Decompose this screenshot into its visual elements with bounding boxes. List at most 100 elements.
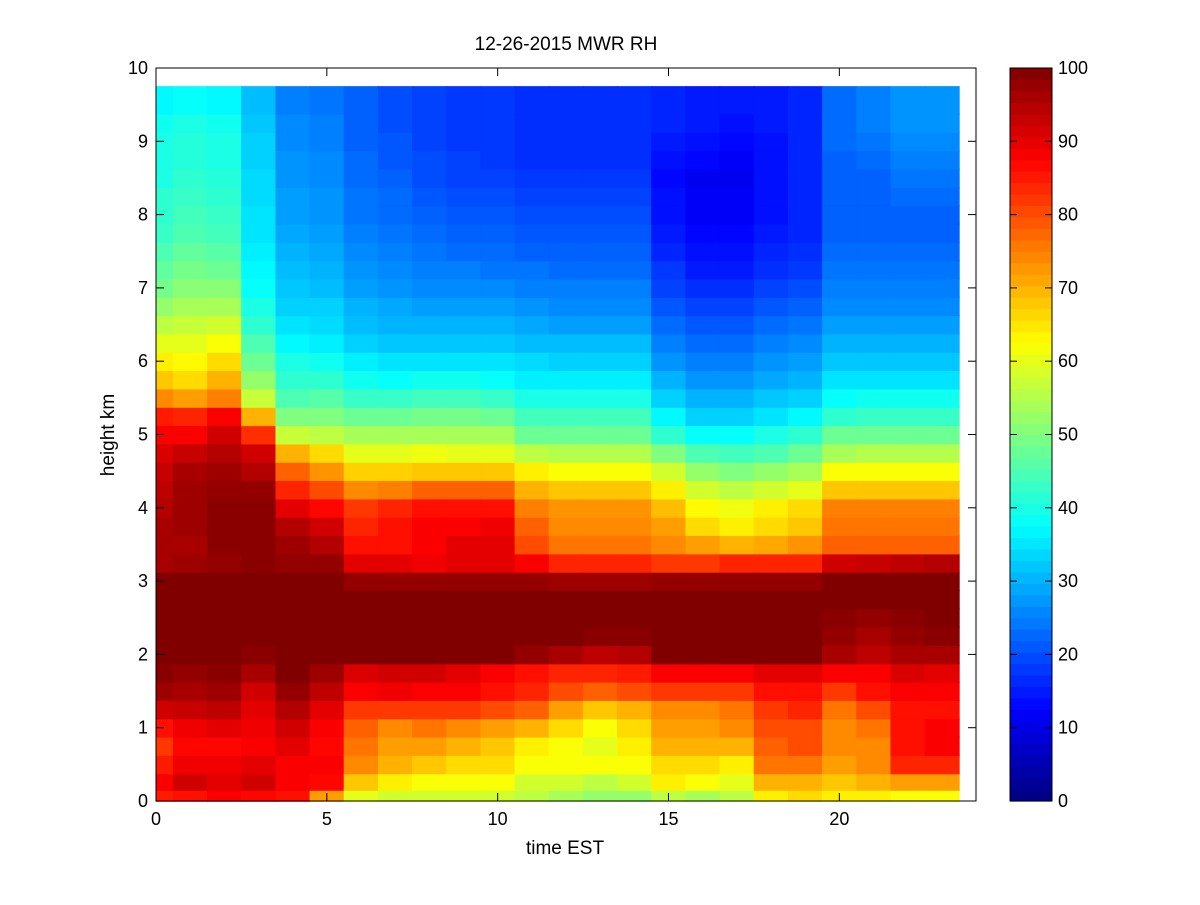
heatmap-cell	[309, 86, 345, 115]
heatmap-cell	[412, 645, 448, 665]
heatmap-cell	[480, 755, 516, 775]
heatmap-cell	[172, 278, 209, 298]
heatmap-cell	[309, 590, 345, 610]
heatmap-cell	[446, 681, 482, 701]
heatmap-cell	[412, 315, 448, 335]
colorbar-segment	[1010, 732, 1052, 745]
colorbar-segment	[1010, 675, 1052, 688]
heatmap-cell	[480, 718, 516, 738]
colorbar-segment	[1010, 583, 1052, 596]
colorbar-segment	[1010, 365, 1052, 378]
heatmap-cell	[172, 480, 209, 500]
heatmap-cell	[787, 333, 824, 353]
heatmap-cell	[617, 480, 653, 500]
heatmap-cell	[787, 626, 824, 646]
heatmap-cell	[207, 260, 243, 280]
heatmap-cell	[582, 333, 619, 353]
heatmap-cell	[377, 626, 413, 646]
heatmap-cell	[548, 333, 584, 353]
heatmap-cell	[207, 571, 243, 592]
heatmap-cell	[548, 553, 584, 573]
heatmap-cell	[856, 626, 892, 646]
heatmap-cell	[343, 626, 379, 646]
heatmap-cell	[343, 150, 379, 170]
heatmap-cell	[685, 498, 721, 518]
heatmap-cell	[446, 150, 482, 170]
heatmap-cell	[480, 553, 516, 573]
heatmap-cell	[446, 773, 482, 791]
colorbar-segment	[1010, 125, 1052, 138]
heatmap-cell	[309, 150, 345, 170]
heatmap-cell	[822, 681, 858, 701]
heatmap-cell	[241, 480, 277, 500]
heatmap-cell	[890, 113, 926, 133]
heatmap-cell	[685, 351, 721, 372]
heatmap-cell	[617, 150, 653, 170]
heatmap-cell	[685, 86, 721, 115]
heatmap-cell	[207, 168, 243, 188]
heatmap-cell	[343, 351, 379, 372]
heatmap-cell	[207, 736, 243, 756]
heatmap-cell	[446, 626, 482, 646]
heatmap-cell	[822, 278, 858, 298]
chart-title: 12-26-2015 MWR RH	[475, 34, 658, 55]
heatmap-cell	[924, 626, 960, 646]
heatmap-cell	[685, 571, 721, 592]
colorbar-segment	[1010, 503, 1052, 516]
heatmap-cell	[548, 608, 584, 628]
heatmap-cell	[753, 789, 789, 802]
heatmap-cell	[172, 663, 209, 683]
y-tick-label: 4	[138, 498, 148, 518]
y-tick-label: 9	[138, 131, 148, 151]
heatmap-cell	[514, 113, 550, 133]
heatmap-cell	[651, 755, 687, 775]
heatmap-cell	[343, 406, 379, 427]
colorbar-tick-label: 60	[1058, 351, 1078, 371]
heatmap-cell	[275, 773, 311, 791]
colorbar-segment	[1010, 629, 1052, 642]
heatmap-cell	[890, 260, 926, 280]
heatmap-cell	[719, 571, 755, 592]
heatmap-cell	[377, 223, 413, 243]
heatmap-cell	[155, 700, 174, 720]
heatmap-cell	[890, 406, 926, 427]
heatmap-cell	[719, 681, 755, 701]
heatmap-cell	[787, 553, 824, 573]
colorbar-segment	[1010, 537, 1052, 550]
heatmap-cell	[753, 186, 789, 207]
heatmap-cell	[155, 535, 174, 555]
heatmap-cell	[377, 516, 413, 537]
heatmap-cell	[446, 700, 482, 720]
heatmap-cell	[480, 681, 516, 701]
heatmap-cell	[856, 205, 892, 225]
heatmap-cell	[651, 388, 687, 408]
heatmap-cell	[446, 351, 482, 372]
heatmap-cell	[651, 406, 687, 427]
heatmap-cell	[343, 498, 379, 518]
heatmap-cell	[309, 315, 345, 335]
heatmap-cell	[207, 626, 243, 646]
heatmap-cell	[172, 553, 209, 573]
heatmap-cell	[787, 168, 824, 188]
x-tick-label: 10	[488, 809, 508, 829]
heatmap-cell	[617, 241, 653, 262]
colorbar-segment	[1010, 571, 1052, 584]
heatmap-cell	[172, 590, 209, 610]
y-tick-label: 8	[138, 205, 148, 225]
heatmap-cell	[343, 260, 379, 280]
heatmap-cell	[822, 315, 858, 335]
heatmap-cell	[924, 388, 960, 408]
heatmap-cell	[719, 168, 755, 188]
heatmap-cell	[309, 241, 345, 262]
heatmap-cell	[172, 131, 209, 152]
y-tick-label: 6	[138, 351, 148, 371]
heatmap-cell	[753, 700, 789, 720]
colorbar-segment	[1010, 308, 1052, 321]
heatmap-cell	[241, 498, 277, 518]
heatmap-cell	[651, 461, 687, 482]
heatmap-cell	[377, 571, 413, 592]
heatmap-cell	[514, 535, 550, 555]
heatmap-cell	[822, 608, 858, 628]
heatmap-cell	[890, 553, 926, 573]
heatmap-cell	[309, 406, 345, 427]
